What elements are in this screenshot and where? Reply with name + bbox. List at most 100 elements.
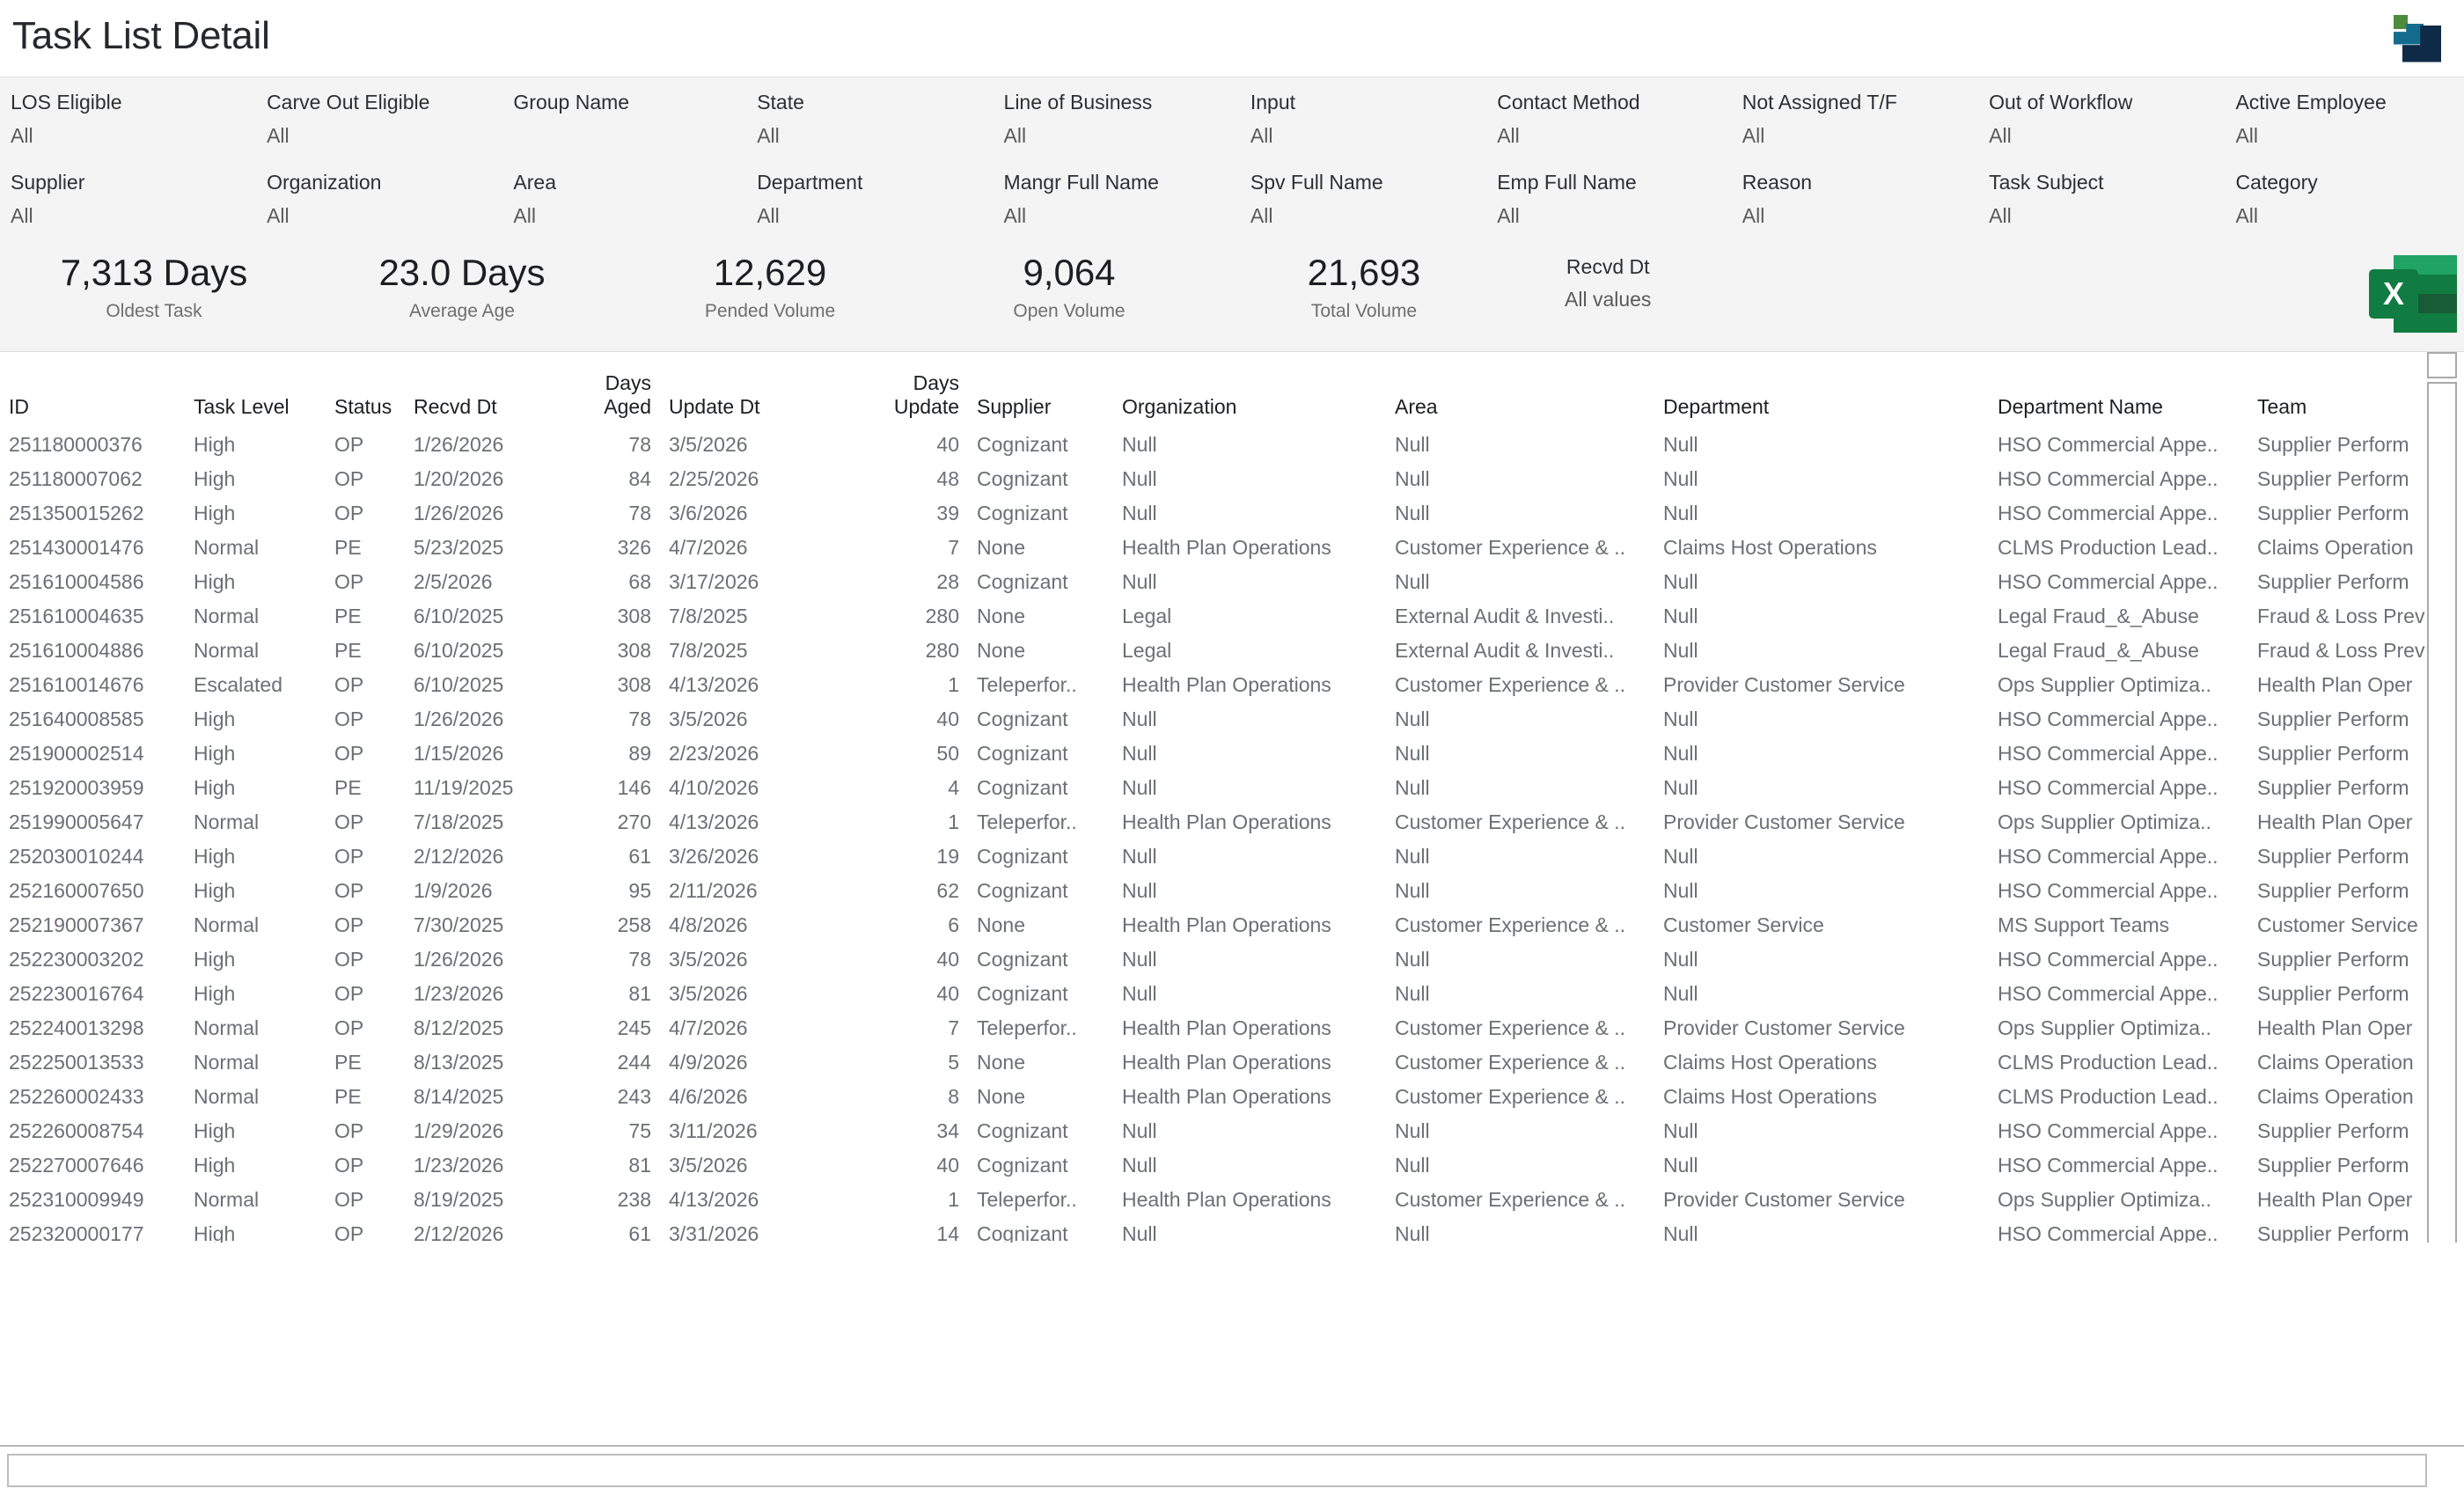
- filter-carve-out-eligible[interactable]: Carve Out Eligible All: [267, 90, 513, 149]
- filter-value[interactable]: All: [11, 203, 33, 227]
- filter-mangr-full-name[interactable]: Mangr Full Name All: [1004, 170, 1250, 229]
- filter-out-of-workflow[interactable]: Out of Workflow All: [1989, 90, 2235, 149]
- cell-updt: 4/9/2026: [669, 1050, 748, 1074]
- filter-reason[interactable]: Reason All: [1742, 170, 1989, 229]
- cell-dept: Null: [1663, 741, 1698, 765]
- cell-deptname: Legal Fraud_&_Abuse: [1998, 604, 2199, 627]
- table-row[interactable]: 251610004586 High OP 2/5/2026 68 3/17/2026 28 C…: [0, 565, 2464, 599]
- filter-organization[interactable]: Organization All: [267, 170, 513, 229]
- filter-value[interactable]: All: [1989, 203, 2012, 227]
- column-header-aged[interactable]: Days Aged: [568, 351, 660, 428]
- filter-value[interactable]: All: [2235, 123, 2259, 147]
- table-row[interactable]: 251900002514 High OP 1/15/2026 89 2/23/2026 50…: [0, 737, 2464, 771]
- cell-updt: 3/5/2026: [669, 1153, 748, 1177]
- filter-category[interactable]: Category All: [2235, 170, 2464, 229]
- table-row[interactable]: 251990005647 Normal OP 7/18/2025 270 4/13/202…: [0, 805, 2464, 840]
- filter-value[interactable]: All: [757, 123, 780, 147]
- filter-los-eligible[interactable]: LOS Eligible All: [11, 90, 267, 149]
- filter-value[interactable]: All: [1003, 203, 1027, 227]
- cell-org: Null: [1122, 501, 1157, 524]
- recvd-date-filter[interactable]: Recvd Dt All values: [1565, 238, 1651, 312]
- cell-status: OP: [334, 981, 364, 1005]
- filter-area[interactable]: Area All: [513, 170, 757, 229]
- filter-state[interactable]: State All: [757, 90, 1003, 149]
- filter-not-assigned-t-f[interactable]: Not Assigned T/F All: [1742, 90, 1989, 149]
- cell-id: 251350015262: [9, 501, 144, 524]
- column-header-area[interactable]: Area: [1386, 351, 1654, 428]
- kpi-value: 21,693: [1307, 251, 1421, 293]
- table-row[interactable]: 251180000376 High OP 1/26/2026 78 3/5/2026 40 C…: [0, 428, 2464, 462]
- table-row[interactable]: 251430001476 Normal PE 5/23/2025 326 4/7/2026…: [0, 531, 2464, 565]
- filter-value[interactable]: [513, 124, 757, 149]
- filter-value[interactable]: All: [513, 203, 536, 227]
- column-header-dupd[interactable]: Days Update: [871, 351, 968, 428]
- filter-supplier[interactable]: Supplier All: [11, 170, 267, 229]
- cell-supplier: Cognizant: [977, 844, 1068, 868]
- table-row[interactable]: 251920003959 High PE 11/19/2025 146 4/10/2026…: [0, 771, 2464, 805]
- filter-value[interactable]: All: [1003, 123, 1027, 147]
- filter-input[interactable]: Input All: [1250, 90, 1497, 149]
- table-row[interactable]: 252320000177 High OP 2/12/2026 61 3/31/2026 14…: [0, 1217, 2464, 1243]
- filter-contact-method[interactable]: Contact Method All: [1497, 90, 1742, 149]
- filter-task-subject[interactable]: Task Subject All: [1989, 170, 2235, 229]
- table-row[interactable]: 251610004635 Normal PE 6/10/2025 308 7/8/2025…: [0, 599, 2464, 634]
- filter-value[interactable]: All: [11, 123, 33, 147]
- filter-value[interactable]: All: [1742, 203, 1765, 227]
- cell-level: High: [194, 947, 236, 971]
- table-row[interactable]: 251180007062 High OP 1/20/2026 84 2/25/2026 48…: [0, 462, 2464, 496]
- horizontal-scrollbar[interactable]: [7, 1454, 2427, 1487]
- cell-team: Supplier Perform: [2257, 707, 2409, 730]
- column-header-updt[interactable]: Update Dt: [660, 351, 871, 428]
- table-row[interactable]: 251610004886 Normal PE 6/10/2025 308 7/8/2025…: [0, 634, 2464, 668]
- table-row[interactable]: 251640008585 High OP 1/26/2026 78 3/5/2026 40 C…: [0, 702, 2464, 737]
- filter-value[interactable]: All: [267, 123, 290, 147]
- cell-deptname: HSO Commercial Appe..: [1998, 981, 2218, 1005]
- filter-department[interactable]: Department All: [757, 170, 1003, 229]
- column-header-supplier[interactable]: Supplier: [968, 351, 1113, 428]
- scroll-up-button[interactable]: [2427, 351, 2457, 378]
- filter-emp-full-name[interactable]: Emp Full Name All: [1497, 170, 1742, 229]
- table-row[interactable]: 252310009949 Normal OP 8/19/2025 238 4/13/202…: [0, 1183, 2464, 1217]
- cell-area: Null: [1395, 707, 1430, 730]
- table-row[interactable]: 252230016764 High OP 1/23/2026 81 3/5/2026 40 C…: [0, 977, 2464, 1011]
- table-row[interactable]: 252230003202 High OP 1/26/2026 78 3/5/2026 40 C…: [0, 942, 2464, 977]
- table-row[interactable]: 252160007650 High OP 1/9/2026 95 2/11/2026 62 C…: [0, 874, 2464, 908]
- table-row[interactable]: 251610014676 Escalated OP 6/10/2025 308 4/13/…: [0, 668, 2464, 702]
- column-header-dept[interactable]: Department: [1654, 351, 1989, 428]
- filter-value[interactable]: All: [2235, 203, 2259, 227]
- cell-status: OP: [334, 1118, 364, 1142]
- filter-value[interactable]: All: [1742, 123, 1765, 147]
- filter-value[interactable]: All: [1497, 203, 1520, 227]
- column-header-deptname[interactable]: Department Name: [1989, 351, 2248, 428]
- column-header-org[interactable]: Organization: [1113, 351, 1386, 428]
- table-row[interactable]: 252250013533 Normal PE 8/13/2025 244 4/9/2026…: [0, 1045, 2464, 1080]
- excel-export-icon[interactable]: X: [2369, 254, 2457, 333]
- table-row[interactable]: 252240013298 Normal OP 8/12/2025 245 4/7/2026…: [0, 1011, 2464, 1045]
- table-row[interactable]: 252260002433 Normal PE 8/14/2025 243 4/6/2026…: [0, 1080, 2464, 1114]
- filter-value[interactable]: All: [1989, 123, 2012, 147]
- cell-recvd: 1/15/2026: [414, 741, 504, 765]
- column-header-level[interactable]: Task Level: [185, 351, 326, 428]
- table-row[interactable]: 252190007367 Normal OP 7/30/2025 258 4/8/2026…: [0, 908, 2464, 942]
- vertical-scrollbar[interactable]: [2427, 381, 2457, 1243]
- filter-value[interactable]: All: [267, 203, 290, 227]
- filter-group-name[interactable]: Group Name: [513, 90, 757, 149]
- table-row[interactable]: 252030010244 High OP 2/12/2026 61 3/26/2026 19…: [0, 840, 2464, 874]
- filter-value[interactable]: All: [1497, 123, 1520, 147]
- filter-value[interactable]: All: [757, 203, 780, 227]
- cell-deptname: HSO Commercial Appe..: [1998, 569, 2218, 593]
- cell-id: 251180000376: [9, 432, 143, 456]
- table-row[interactable]: 251350015262 High OP 1/26/2026 78 3/6/2026 39 C…: [0, 496, 2464, 531]
- filter-value[interactable]: All: [1250, 123, 1273, 147]
- table-row[interactable]: 252260008754 High OP 1/29/2026 75 3/11/2026 34…: [0, 1114, 2464, 1148]
- filter-line-of-business[interactable]: Line of Business All: [1004, 90, 1250, 149]
- filter-active-employee[interactable]: Active Employee All: [2235, 90, 2464, 149]
- cell-level: High: [194, 1153, 236, 1177]
- cell-area: Null: [1395, 1118, 1430, 1142]
- column-header-id[interactable]: ID: [0, 351, 185, 428]
- filter-spv-full-name[interactable]: Spv Full Name All: [1250, 170, 1497, 229]
- filter-value[interactable]: All: [1250, 203, 1273, 227]
- column-header-recvd[interactable]: Recvd Dt: [405, 351, 568, 428]
- column-header-status[interactable]: Status: [326, 351, 405, 428]
- table-row[interactable]: 252270007646 High OP 1/23/2026 81 3/5/2026 40 C…: [0, 1148, 2464, 1183]
